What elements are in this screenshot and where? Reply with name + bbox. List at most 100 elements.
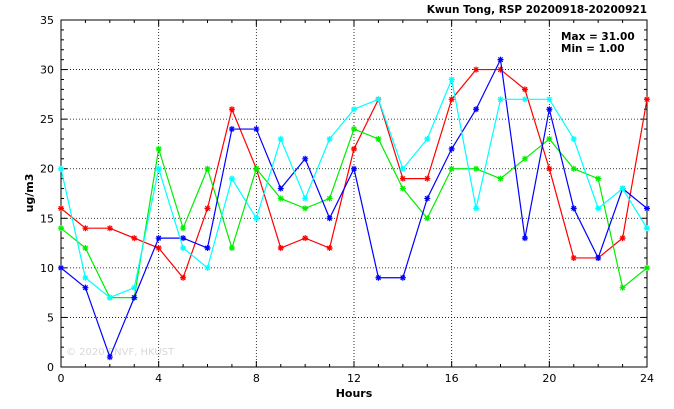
data-point bbox=[351, 145, 357, 152]
data-point bbox=[497, 175, 504, 182]
data-point bbox=[448, 96, 455, 103]
data-point bbox=[570, 135, 577, 142]
data-point bbox=[375, 274, 382, 281]
data-point bbox=[595, 205, 602, 212]
data-point bbox=[180, 245, 187, 252]
data-point bbox=[253, 165, 260, 172]
data-point bbox=[131, 235, 138, 242]
data-point bbox=[326, 215, 333, 222]
data-point bbox=[277, 135, 284, 142]
x-tick-label: 12 bbox=[347, 372, 361, 385]
data-point bbox=[521, 155, 528, 162]
data-point bbox=[155, 235, 162, 242]
data-point bbox=[448, 76, 455, 83]
data-point bbox=[302, 235, 309, 242]
data-point bbox=[448, 165, 455, 172]
data-point bbox=[155, 245, 162, 252]
data-point bbox=[253, 126, 260, 133]
data-point bbox=[473, 165, 480, 172]
data-point bbox=[399, 185, 406, 192]
data-point bbox=[473, 106, 480, 113]
data-point bbox=[424, 175, 431, 182]
data-point bbox=[644, 96, 650, 103]
y-tick-label: 15 bbox=[40, 212, 54, 225]
y-tick-label: 20 bbox=[40, 163, 54, 176]
data-point bbox=[58, 205, 64, 212]
data-point bbox=[180, 274, 187, 281]
series-2 bbox=[58, 126, 650, 301]
data-point bbox=[570, 205, 577, 212]
data-point bbox=[204, 245, 211, 252]
data-point bbox=[326, 195, 333, 202]
data-point bbox=[351, 126, 357, 133]
data-point bbox=[204, 264, 211, 271]
data-point bbox=[131, 284, 138, 291]
data-point bbox=[204, 165, 211, 172]
data-point bbox=[106, 354, 113, 361]
data-point bbox=[570, 165, 577, 172]
data-point bbox=[302, 155, 309, 162]
data-point bbox=[619, 185, 626, 192]
data-point bbox=[277, 195, 284, 202]
y-axis-title: ug/m3 bbox=[23, 174, 36, 213]
data-point bbox=[448, 145, 455, 152]
x-tick-label: 24 bbox=[640, 372, 654, 385]
data-point bbox=[82, 284, 89, 291]
data-point bbox=[546, 165, 553, 172]
max-annotation: Max = 31.00 bbox=[561, 31, 635, 43]
data-point bbox=[58, 264, 64, 271]
data-point bbox=[595, 254, 602, 261]
y-tick-label: 0 bbox=[47, 361, 54, 374]
data-point bbox=[473, 205, 480, 212]
y-tick-label: 25 bbox=[40, 113, 54, 126]
min-annotation: Min = 1.00 bbox=[561, 43, 625, 55]
data-point bbox=[82, 245, 89, 252]
data-point bbox=[570, 254, 577, 261]
x-tick-label: 16 bbox=[445, 372, 459, 385]
data-point bbox=[473, 66, 480, 73]
y-tick-label: 35 bbox=[40, 14, 54, 27]
data-point bbox=[82, 225, 89, 232]
data-point bbox=[302, 205, 309, 212]
data-point bbox=[228, 126, 235, 133]
data-point bbox=[228, 245, 235, 252]
data-point bbox=[424, 195, 431, 202]
data-point bbox=[106, 294, 113, 301]
data-point bbox=[521, 86, 528, 93]
x-axis-title: Hours bbox=[336, 387, 373, 400]
x-tick-label: 0 bbox=[58, 372, 65, 385]
data-point bbox=[546, 106, 553, 113]
data-point bbox=[644, 264, 650, 271]
data-point bbox=[277, 245, 284, 252]
data-point bbox=[180, 225, 187, 232]
data-point bbox=[399, 165, 406, 172]
data-point bbox=[155, 165, 162, 172]
data-point bbox=[521, 235, 528, 242]
data-point bbox=[58, 165, 64, 172]
series-4 bbox=[58, 76, 650, 301]
x-tick-label: 8 bbox=[253, 372, 260, 385]
data-point bbox=[497, 96, 504, 103]
data-point bbox=[521, 96, 528, 103]
data-point bbox=[424, 135, 431, 142]
data-point bbox=[277, 185, 284, 192]
chart-title: Kwun Tong, RSP 20200918-20200921 bbox=[427, 4, 647, 16]
data-point bbox=[106, 225, 113, 232]
data-point bbox=[131, 294, 138, 301]
data-point bbox=[375, 135, 382, 142]
data-point bbox=[619, 235, 626, 242]
data-point bbox=[644, 225, 650, 232]
data-point bbox=[619, 284, 626, 291]
watermark: © 2020 ENVF, HKUST bbox=[66, 347, 175, 358]
data-point bbox=[326, 135, 333, 142]
data-point bbox=[399, 274, 406, 281]
data-point bbox=[58, 225, 64, 232]
x-tick-label: 4 bbox=[155, 372, 162, 385]
data-point bbox=[497, 56, 504, 63]
axis-ticks: 0 5 10 15 20 25 30 35 0 4 8 12 16 20 24 bbox=[40, 14, 654, 385]
data-point bbox=[546, 96, 553, 103]
data-point bbox=[595, 175, 602, 182]
data-point bbox=[82, 274, 89, 281]
data-point bbox=[375, 96, 382, 103]
